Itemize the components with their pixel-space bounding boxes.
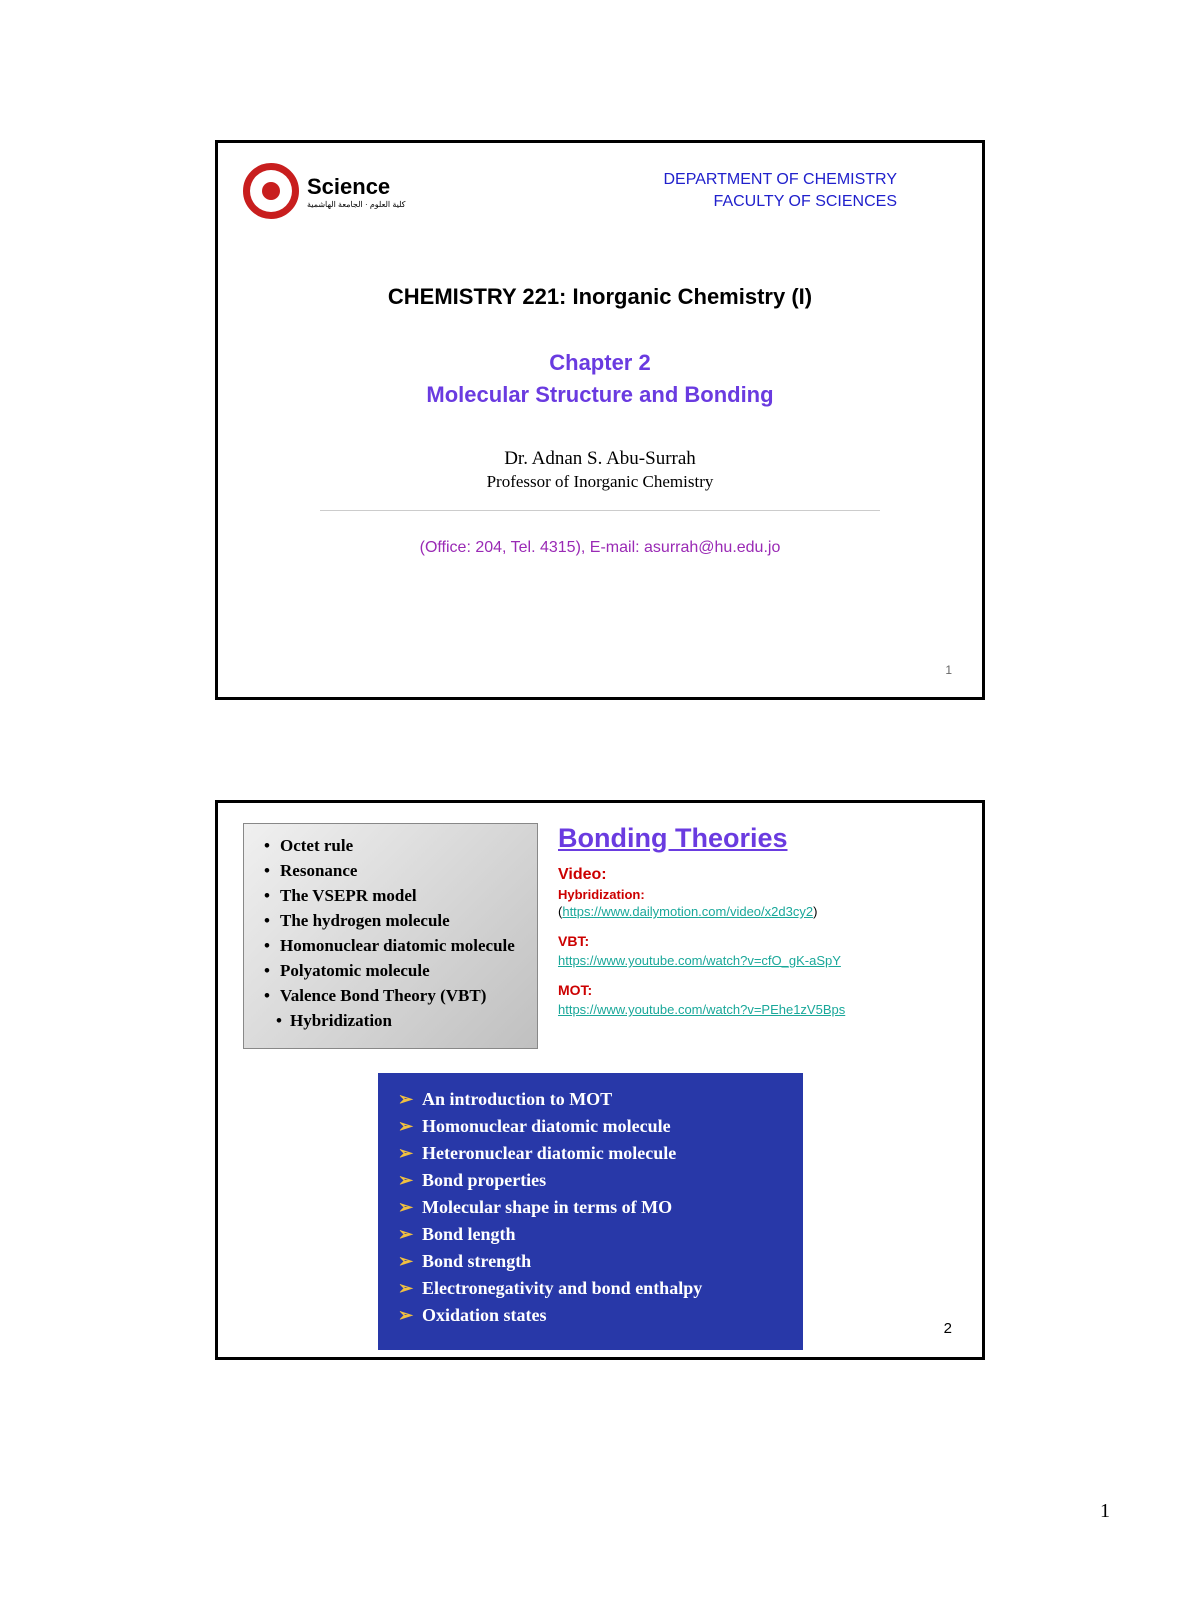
mot-link[interactable]: https://www.youtube.com/watch?v=PEhe1zV5… <box>558 1002 845 1017</box>
slide-1: Science كلية العلوم · الجامعة الهاشمية D… <box>215 140 985 700</box>
topic-item: The VSEPR model <box>262 886 529 906</box>
divider-line <box>320 510 880 511</box>
topic-sub-item: Hybridization <box>262 1011 529 1031</box>
slide-2: Octet rule Resonance The VSEPR model The… <box>215 800 985 1360</box>
topic-item: The hydrogen molecule <box>262 911 529 931</box>
topics-list: Octet rule Resonance The VSEPR model The… <box>262 836 529 1031</box>
department-header: DEPARTMENT OF CHEMISTRY FACULTY OF SCIEN… <box>663 163 957 214</box>
slide-number-2: 2 <box>944 1320 952 1337</box>
university-logo-icon <box>243 163 299 219</box>
logo-group: Science كلية العلوم · الجامعة الهاشمية <box>243 163 405 219</box>
mot-topics-box: An introduction to MOT Homonuclear diato… <box>378 1073 803 1350</box>
chapter-title: Molecular Structure and Bonding <box>243 382 957 408</box>
vbt-label: VBT: <box>558 933 957 949</box>
video-label: Video: <box>558 866 957 884</box>
mot-item: Oxidation states <box>398 1305 785 1326</box>
mot-item: Bond strength <box>398 1251 785 1272</box>
dept-line-2: FACULTY OF SCIENCES <box>663 191 897 213</box>
dept-line-1: DEPARTMENT OF CHEMISTRY <box>663 169 897 191</box>
topic-item: Homonuclear diatomic molecule <box>262 936 529 956</box>
mot-item: Electronegativity and bond enthalpy <box>398 1278 785 1299</box>
mot-topics-list: An introduction to MOT Homonuclear diato… <box>398 1089 785 1326</box>
science-logo-subtext: كلية العلوم · الجامعة الهاشمية <box>307 200 405 209</box>
professor-title: Professor of Inorganic Chemistry <box>243 472 957 492</box>
topic-item: Polyatomic molecule <box>262 961 529 981</box>
slide-number-1: 1 <box>945 663 952 677</box>
topic-item: Resonance <box>262 861 529 881</box>
mot-label: MOT: <box>558 982 957 998</box>
mot-item: Homonuclear diatomic molecule <box>398 1116 785 1137</box>
hybridization-link[interactable]: https://www.dailymotion.com/video/x2d3cy… <box>562 904 813 919</box>
topic-item: Valence Bond Theory (VBT) <box>262 986 529 1006</box>
mot-item: Heteronuclear diatomic molecule <box>398 1143 785 1164</box>
bonding-theories-title: Bonding Theories <box>558 823 957 854</box>
chapter-number: Chapter 2 <box>243 350 957 376</box>
course-title: CHEMISTRY 221: Inorganic Chemistry (I) <box>243 284 957 310</box>
topics-box: Octet rule Resonance The VSEPR model The… <box>243 823 538 1049</box>
mot-item: Molecular shape in terms of MO <box>398 1197 785 1218</box>
vbt-link[interactable]: https://www.youtube.com/watch?v=cfO_gK-a… <box>558 953 841 968</box>
mot-item: An introduction to MOT <box>398 1089 785 1110</box>
contact-info: (Office: 204, Tel. 4315), E-mail: asurra… <box>243 539 957 557</box>
hybridization-label: Hybridization: <box>558 887 645 902</box>
page-number: 1 <box>1100 1500 1110 1523</box>
topic-item: Octet rule <box>262 836 529 856</box>
mot-item: Bond length <box>398 1224 785 1245</box>
professor-name: Dr. Adnan S. Abu-Surrah <box>243 448 957 470</box>
science-logo-text: Science <box>307 174 405 200</box>
mot-item: Bond properties <box>398 1170 785 1191</box>
hybridization-link-line: (https://www.dailymotion.com/video/x2d3c… <box>558 904 957 919</box>
bonding-theories-column: Bonding Theories Video: Hybridization: (… <box>553 823 957 1049</box>
